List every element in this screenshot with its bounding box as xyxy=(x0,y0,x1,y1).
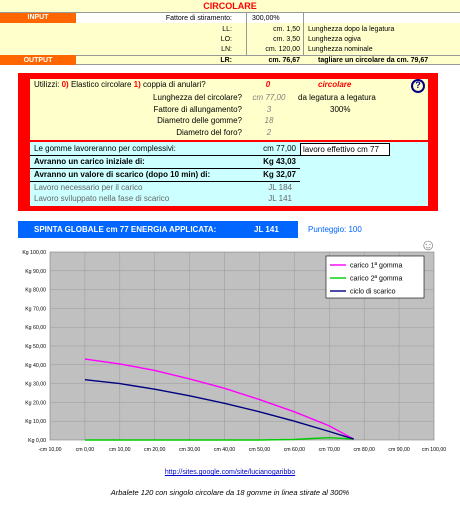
header-input-area xyxy=(0,23,460,55)
header-row-value: cm. 3,50 xyxy=(273,36,300,43)
option-text: coppia di anulari? xyxy=(143,80,206,89)
lr-value: cm. 76,67 xyxy=(268,57,300,64)
y-tick-label: Kg 100,00 xyxy=(22,250,46,256)
lavoro-effettivo: lavoro effettivo cm 77 xyxy=(303,145,379,154)
smiley-icon: ☺ xyxy=(420,237,437,254)
lavoro-scarico-value: JL 141 xyxy=(268,194,292,203)
x-tick-label: cm 80,00 xyxy=(354,447,375,453)
legend-label: carico 1ª gomma xyxy=(350,263,402,270)
results-grid-line xyxy=(30,168,300,169)
y-tick-label: Kg 40,00 xyxy=(25,363,46,369)
header-row-value-box xyxy=(246,34,304,44)
header-row-label: LL: xyxy=(222,26,232,33)
output-label: OUTPUT xyxy=(23,57,53,64)
y-tick-label: Kg 60,00 xyxy=(25,325,46,331)
lavoro-carico-label: Lavoro necessario per il carico xyxy=(34,183,143,192)
y-tick-label: Kg 20,00 xyxy=(25,400,46,406)
y-tick-label: Kg 10,00 xyxy=(25,419,46,425)
utilizzi-question: Utilizzi: 0) Elastico circolare 1) coppi… xyxy=(34,81,206,89)
header-row-value-box xyxy=(246,23,304,34)
y-tick-label: Kg 0,00 xyxy=(28,438,46,444)
x-tick-label: cm 20,00 xyxy=(144,447,165,453)
utilizzi-value-input[interactable]: 0 xyxy=(265,80,271,89)
lavoro-carico-value: JL 184 xyxy=(268,183,292,192)
output-label-cell xyxy=(0,55,76,65)
x-tick-label: -cm 10,00 xyxy=(38,447,61,453)
carico-iniziale-label: Avranno un carico iniziale di: xyxy=(34,157,145,166)
y-tick-label: Kg 50,00 xyxy=(25,344,46,350)
header-row-value: cm. 1,50 xyxy=(273,26,300,33)
option-number: 1) xyxy=(133,80,141,89)
header-row-label: LO: xyxy=(220,36,232,43)
fattore-note: 300% xyxy=(330,105,351,114)
input-label-cell xyxy=(0,13,76,23)
title-bar xyxy=(0,0,460,13)
carico-iniziale-value: Kg 43,03 xyxy=(263,157,296,166)
help-icon-glyph: ? xyxy=(415,80,421,90)
results-grid-line xyxy=(30,155,300,156)
header-row-value-box xyxy=(246,13,304,23)
header-row-label: Fattore di stiramento: xyxy=(165,15,232,22)
header-row-value: 300,00% xyxy=(252,15,280,22)
scarico-label: Avranno un valore di scarico (dopo 10 mi… xyxy=(34,170,211,179)
y-tick-label: Kg 90,00 xyxy=(25,269,46,275)
option-text: Elastico circolare xyxy=(70,80,132,89)
spinta-bar xyxy=(18,221,298,238)
config-input-panel xyxy=(30,79,428,140)
fattore-label: Fattore di allungamento? xyxy=(153,105,243,114)
fattore-input[interactable]: 3 xyxy=(266,105,272,114)
lunghezza-note: da legatura a legatura xyxy=(298,93,376,102)
header-row-desc: Lunghezza ogiva xyxy=(308,36,361,43)
help-icon[interactable] xyxy=(411,79,425,93)
option-number: 0) xyxy=(61,80,69,89)
header-row-value: cm. 120,00 xyxy=(265,46,300,53)
x-tick-label: cm 70,00 xyxy=(319,447,340,453)
y-tick-label: Kg 30,00 xyxy=(25,382,46,388)
y-tick-label: Kg 70,00 xyxy=(25,306,46,312)
diam-gomme-label: Diametro delle gomme? xyxy=(157,116,242,125)
series-line xyxy=(84,358,355,440)
lunghezza-input[interactable]: cm 77,00 xyxy=(252,93,286,102)
x-tick-label: cm 40,00 xyxy=(214,447,235,453)
header-row-desc: Lunghezza nominale xyxy=(308,46,373,53)
output-row xyxy=(0,55,460,65)
diam-foro-input[interactable]: 2 xyxy=(266,128,272,137)
series-line xyxy=(84,436,354,441)
y-tick-label: Kg 80,00 xyxy=(25,288,46,294)
energia-value: JL 141 xyxy=(254,225,279,234)
x-tick-label: cm 50,00 xyxy=(249,447,270,453)
page-title: CIRCOLARE xyxy=(203,1,257,11)
complessivi-value: cm 77,00 xyxy=(263,144,296,153)
x-tick-label: cm 10,00 xyxy=(109,447,130,453)
x-tick-label: cm 60,00 xyxy=(284,447,305,453)
scarico-value: Kg 32,07 xyxy=(263,170,296,179)
caption: Arbalete 120 con singolo circolare da 18… xyxy=(110,488,350,497)
header-row-label: LN: xyxy=(221,46,232,53)
site-link[interactable]: http://sites.google.com/site/lucianogari… xyxy=(164,469,296,476)
utilizzi-prefix: Utilizzi: xyxy=(34,80,60,89)
diam-foro-label: Diametro del foro? xyxy=(176,128,242,137)
x-tick-label: cm 0,00 xyxy=(76,447,95,453)
x-tick-label: cm 30,00 xyxy=(179,447,200,453)
lavoro-effettivo-box xyxy=(300,143,390,156)
legend-label: ciclo di scarico xyxy=(350,289,396,296)
load-chart: Kg 0,00 Kg 10,00 Kg 20,00 Kg 30,00 Kg 40,00 K… xyxy=(22,250,446,453)
x-tick-label: cm 100,00 xyxy=(422,447,446,453)
header-row-desc: Lunghezza dopo la legatura xyxy=(308,26,395,33)
lr-note: tagliare un circolare da cm. 79,67 xyxy=(318,57,429,64)
input-label: INPUT xyxy=(27,14,49,21)
legend-label: carico 2ª gomma xyxy=(350,276,402,283)
header-row-value-box xyxy=(246,44,304,55)
lavoro-scarico-label: Lavoro sviluppato nella fase di scarico xyxy=(34,194,170,203)
spinta-text: SPINTA GLOBALE cm 77 ENERGIA APPLICATA: xyxy=(34,225,217,234)
x-tick-label: cm 90,00 xyxy=(388,447,409,453)
utilizzi-type: circolare xyxy=(318,80,352,89)
series-line xyxy=(84,379,354,440)
results-grid-line xyxy=(30,181,300,182)
lunghezza-label: Lunghezza del circolare? xyxy=(153,93,242,102)
complessivi-label: Le gomme lavoreranno per complessivi: xyxy=(34,144,176,153)
lr-label: LR: xyxy=(220,57,232,64)
punteggio-text: Punteggio: 100 xyxy=(308,225,362,234)
diam-gomme-input[interactable]: 18 xyxy=(264,116,274,125)
